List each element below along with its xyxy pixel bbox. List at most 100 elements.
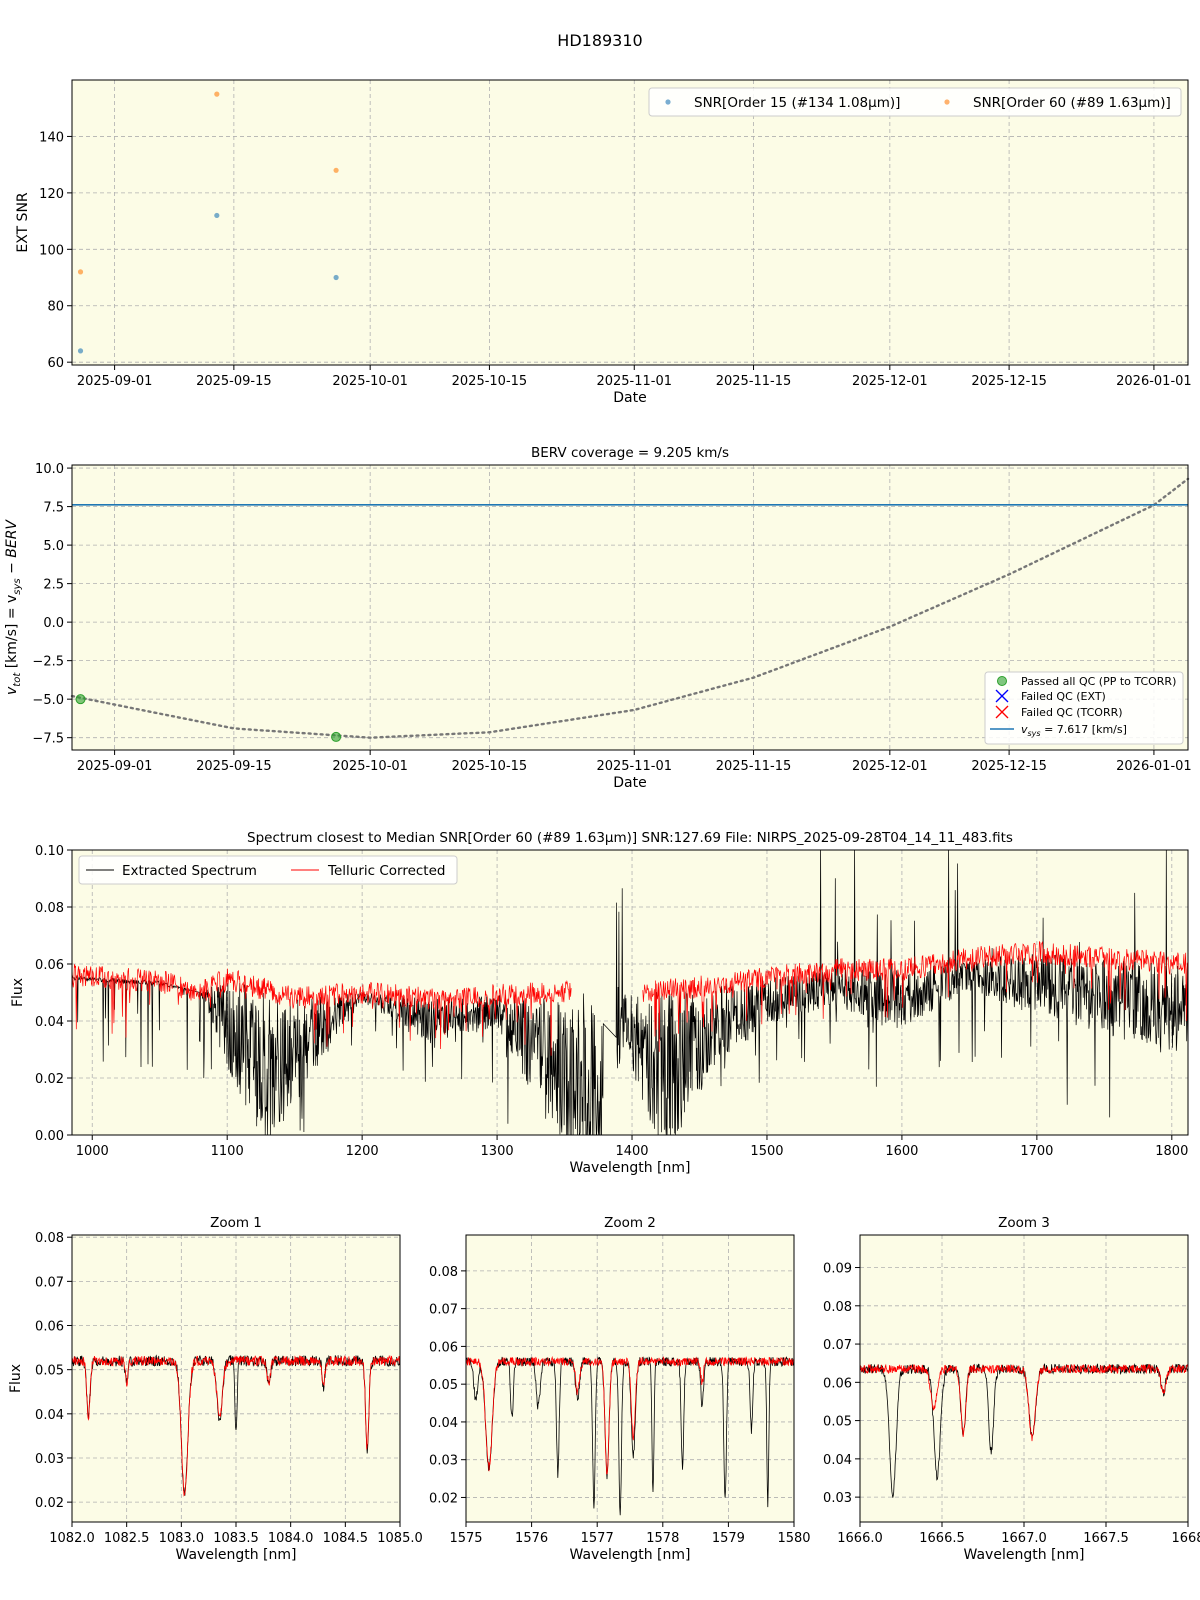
panel-title: Zoom 2 — [604, 1215, 656, 1231]
snr-point — [214, 91, 220, 97]
x-tick-label: 2026-01-01 — [1116, 374, 1192, 389]
snr-point — [333, 167, 339, 173]
panel-title: Spectrum closest to Median SNR[Order 60 … — [247, 830, 1013, 846]
plot-area — [72, 80, 1188, 365]
y-axis-label: vtot [km/s] = vsys − BERV — [4, 519, 23, 695]
y-tick-label: 0.04 — [429, 1416, 458, 1431]
legend-marker — [665, 99, 671, 105]
x-tick-label: 1579 — [712, 1531, 745, 1546]
y-tick-label: 10.0 — [35, 462, 64, 477]
x-tick-label: 1300 — [481, 1144, 514, 1159]
x-tick-label: 1085.0 — [377, 1531, 423, 1546]
x-tick-label: 2025-12-15 — [971, 374, 1047, 389]
y-tick-label: 0.08 — [35, 1231, 64, 1246]
x-axis-label: Wavelength [nm] — [570, 1547, 691, 1563]
axes-frame — [71, 79, 1189, 366]
x-tick-label: 2026-01-01 — [1116, 759, 1192, 774]
snr-panel: 2025-09-01 2025-09-15 2025-10-01 2025-10-15… — [15, 79, 1192, 406]
y-tick-label: 0.0 — [43, 616, 64, 631]
x-tick-label: 1667.0 — [1001, 1531, 1047, 1546]
x-tick-label: 1600 — [885, 1144, 918, 1159]
x-tick-label: 1578 — [646, 1531, 679, 1546]
x-axis-label: Date — [613, 390, 646, 406]
y-tick-label: −2.5 — [32, 655, 64, 670]
y-tick-label: 0.07 — [35, 1275, 64, 1290]
x-tick-label: 2025-11-01 — [596, 374, 672, 389]
extracted-spectrum-line — [72, 1354, 400, 1496]
legend-label: Failed QC (EXT) — [1021, 690, 1106, 703]
telluric-corrected-line — [466, 1355, 794, 1475]
x-tick-label: 1082.0 — [49, 1531, 95, 1546]
spectrum-panel: 1000 1100 1200 1300 1400 1500 1600 1700 1800 0.00… — [10, 830, 1189, 1176]
x-tick-label: 1083.0 — [159, 1531, 205, 1546]
zoom1-panel: 1082.0 1082.5 1083.0 1083.5 1084.0 1084.5 1085… — [8, 1215, 423, 1563]
panel-title: Zoom 3 — [998, 1215, 1050, 1231]
y-label-part: [km/s] = v — [4, 595, 20, 673]
legend-box — [648, 87, 1182, 117]
y-tick-label: 0.10 — [35, 844, 64, 859]
x-tick-label: 1200 — [346, 1144, 379, 1159]
legend-box — [78, 855, 458, 885]
grid — [72, 465, 1188, 750]
y-tick-label: −5.0 — [32, 693, 64, 708]
legend-marker — [995, 689, 1009, 703]
x-axis-label: Wavelength [nm] — [570, 1160, 691, 1176]
y-tick-label: 0.04 — [823, 1453, 852, 1468]
x-tick-label: 1084.0 — [268, 1531, 314, 1546]
y-tick-label: 0.02 — [35, 1496, 64, 1511]
zoom3-panel: 1666.0 1666.5 1667.0 1667.5 1668 0.03 0.04 0.05… — [823, 1215, 1200, 1563]
x-tick-label: 2025-10-01 — [332, 759, 408, 774]
x-tick-label: 1666.0 — [837, 1531, 883, 1546]
x-tick-label: 2025-12-01 — [852, 374, 928, 389]
axes-frame — [71, 1234, 401, 1523]
snr-point — [77, 269, 84, 275]
legend-label: Telluric Corrected — [327, 863, 445, 879]
y-tick-label: 0.05 — [35, 1364, 64, 1379]
legend-marker — [944, 99, 950, 105]
y-tick-label: 0.03 — [823, 1491, 852, 1506]
x-axis-label: Date — [613, 775, 646, 791]
axes-frame — [71, 849, 1189, 1136]
y-tick-label: 100 — [39, 243, 64, 258]
legend-label-part: sys — [1028, 729, 1041, 738]
y-tick-label: 0.02 — [35, 1072, 64, 1087]
y-tick-label: 60 — [47, 356, 64, 371]
grid — [72, 80, 1188, 365]
x-tick-label: 2025-11-01 — [596, 759, 672, 774]
y-tick-label: 0.08 — [429, 1265, 458, 1280]
y-label-part: − BERV — [4, 519, 20, 579]
y-tick-label: 2.5 — [43, 578, 64, 593]
extracted-spectrum-line — [466, 1356, 794, 1516]
y-tick-label: 0.06 — [35, 958, 64, 973]
legend-label-part: v — [1021, 723, 1028, 736]
x-tick-label: 1400 — [615, 1144, 648, 1159]
y-tick-label: 0.02 — [429, 1491, 458, 1506]
telluric-corrected-line — [860, 1363, 1188, 1442]
y-tick-label: 140 — [39, 130, 64, 145]
figure-title: HD189310 — [557, 31, 642, 50]
x-tick-label: 1666.5 — [919, 1531, 965, 1546]
y-tick-label: 5.0 — [43, 539, 64, 554]
x-tick-label: 1668 — [1171, 1531, 1200, 1546]
y-tick-label: 0.05 — [823, 1415, 852, 1430]
x-tick-label: 2025-09-15 — [196, 759, 272, 774]
y-tick-label: 0.07 — [823, 1338, 852, 1353]
y-tick-label: 0.06 — [429, 1340, 458, 1355]
x-tick-label: 1100 — [211, 1144, 244, 1159]
y-label-part: v — [4, 686, 20, 695]
berv-curve — [70, 477, 1190, 739]
legend-marker — [997, 676, 1007, 686]
x-tick-label: 2025-11-15 — [716, 374, 792, 389]
y-tick-label: 0.07 — [429, 1303, 458, 1318]
x-tick-label: 2025-12-15 — [971, 759, 1047, 774]
legend: Passed all QC (PP to TCORR) Failed QC (EX… — [984, 671, 1184, 745]
snr-point — [333, 274, 339, 281]
x-tick-label: 1576 — [515, 1531, 548, 1546]
panel-title: BERV coverage = 9.205 km/s — [531, 445, 729, 461]
y-axis-label: EXT SNR — [15, 192, 31, 253]
y-tick-label: 0.09 — [823, 1262, 852, 1277]
y-tick-label: 7.5 — [43, 501, 64, 516]
x-tick-label: 2025-11-15 — [716, 759, 792, 774]
legend-label: Extracted Spectrum — [122, 863, 257, 879]
x-tick-label: 2025-09-01 — [77, 759, 153, 774]
